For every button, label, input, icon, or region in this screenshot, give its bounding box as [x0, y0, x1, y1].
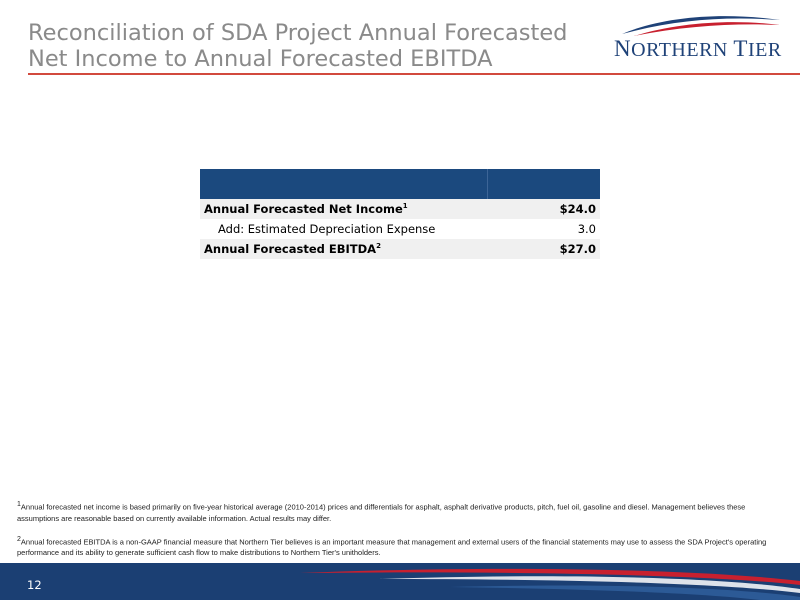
northern-tier-logo: NORTHERN TIER [604, 10, 784, 62]
footnote-1: 1Annual forecasted net income is based p… [17, 501, 746, 523]
table-row: Annual Forecasted Net Income1 $24.0 [200, 199, 600, 219]
footer-bar: 12 [0, 563, 800, 600]
row-label: Add: Estimated Depreciation Expense [218, 222, 436, 236]
row-value: $27.0 [487, 239, 600, 259]
row-value: $24.0 [487, 199, 600, 219]
page-title-line-1: Reconciliation of SDA Project Annual For… [28, 20, 568, 46]
page-title-line-2: Net Income to Annual Forecasted EBITDA [28, 46, 493, 72]
footnotes: 1Annual forecasted net income is based p… [17, 499, 777, 568]
table-row: Annual Forecasted EBITDA2 $27.0 [200, 239, 600, 259]
title-divider [28, 73, 800, 75]
footer-swoosh-icon [300, 568, 800, 600]
page-title: Reconciliation of SDA Project Annual For… [28, 20, 588, 72]
row-label: Annual Forecasted EBITDA2 [200, 239, 487, 259]
table-row: Add: Estimated Depreciation Expense 3.0 [200, 219, 600, 239]
table-header-row [200, 184, 600, 199]
logo-wordmark: NORTHERN TIER [614, 36, 782, 61]
logo-swoosh-icon [622, 16, 780, 36]
row-label: Annual Forecasted Net Income1 [200, 199, 487, 219]
row-value: 3.0 [577, 222, 596, 236]
table-header-row [200, 169, 600, 184]
reconciliation-table: Annual Forecasted Net Income1 $24.0 Add:… [200, 169, 600, 259]
footnote-2: 2Annual forecasted EBITDA is a non-GAAP … [17, 535, 767, 558]
page-number: 12 [27, 578, 42, 592]
